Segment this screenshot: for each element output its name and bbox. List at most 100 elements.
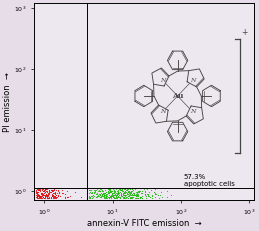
Point (54, 188, 58, 191)
Point (140, 191, 144, 195)
Point (150, 194, 154, 198)
Point (112, 194, 116, 197)
Point (51, 193, 55, 197)
Point (112, 192, 117, 196)
Point (108, 186, 112, 190)
Point (39, 191, 43, 195)
Point (104, 194, 108, 198)
Point (130, 187, 134, 191)
Point (45, 193, 49, 197)
Point (153, 195, 157, 198)
Point (39, 196, 43, 200)
Point (134, 196, 139, 200)
Point (40, 193, 44, 196)
Point (116, 190, 120, 194)
Point (119, 188, 124, 191)
Point (94, 195, 98, 198)
Text: 57.3%
apoptotic cells: 57.3% apoptotic cells (184, 174, 235, 187)
Point (49, 188, 53, 191)
Point (123, 186, 127, 190)
Point (44, 194, 48, 197)
Point (134, 190, 138, 194)
Point (118, 196, 122, 200)
Point (41, 196, 46, 199)
Point (102, 191, 106, 195)
Point (121, 196, 125, 200)
Point (38, 189, 42, 193)
Point (134, 192, 138, 196)
Point (125, 192, 130, 196)
Point (52, 195, 56, 199)
Point (127, 194, 131, 197)
Point (42, 193, 46, 197)
Point (111, 194, 115, 197)
Point (97, 189, 102, 193)
Point (37, 195, 41, 198)
Point (135, 191, 139, 194)
Point (127, 189, 131, 193)
Point (124, 194, 128, 197)
Point (34, 195, 38, 199)
Point (138, 186, 142, 190)
Point (123, 193, 127, 197)
Point (123, 196, 127, 200)
Point (132, 194, 136, 197)
Point (113, 193, 118, 197)
Point (136, 189, 141, 192)
Point (144, 187, 148, 190)
Point (145, 187, 149, 191)
Point (106, 191, 111, 195)
Point (102, 192, 106, 196)
Point (35, 196, 39, 199)
Y-axis label: PI emission  →: PI emission → (3, 72, 12, 132)
Point (54, 193, 58, 197)
Point (88, 196, 92, 200)
Point (90, 193, 95, 197)
Point (119, 189, 124, 193)
Point (130, 192, 134, 196)
Point (98, 192, 103, 196)
Point (126, 187, 130, 191)
Point (79, 195, 83, 199)
Point (90, 191, 95, 195)
Point (118, 196, 123, 199)
Point (99, 195, 103, 199)
Point (112, 196, 116, 200)
Point (111, 195, 115, 199)
Point (153, 192, 157, 196)
Point (50, 188, 54, 192)
Point (116, 191, 120, 195)
Point (43, 194, 47, 198)
Point (90, 194, 94, 197)
Point (51, 191, 55, 195)
Point (37, 187, 41, 191)
Point (87, 191, 91, 195)
Point (131, 195, 135, 198)
Point (42, 196, 46, 199)
Point (94, 192, 98, 196)
Point (41, 187, 45, 191)
Point (117, 191, 121, 195)
Point (43, 187, 47, 191)
Point (118, 191, 122, 194)
Point (122, 190, 126, 194)
Point (44, 193, 48, 197)
Point (122, 191, 126, 195)
Point (101, 195, 105, 198)
Point (104, 195, 108, 199)
Point (139, 191, 143, 195)
Point (46, 193, 50, 196)
Point (52, 196, 56, 200)
Point (35, 190, 39, 194)
Point (136, 193, 140, 197)
Point (66, 195, 70, 198)
Point (119, 191, 123, 195)
Point (123, 194, 127, 198)
Point (102, 193, 106, 197)
Point (113, 193, 118, 197)
Point (36, 193, 40, 197)
Point (134, 194, 138, 198)
Point (85, 196, 89, 199)
Point (43, 190, 47, 194)
Point (49, 191, 53, 194)
